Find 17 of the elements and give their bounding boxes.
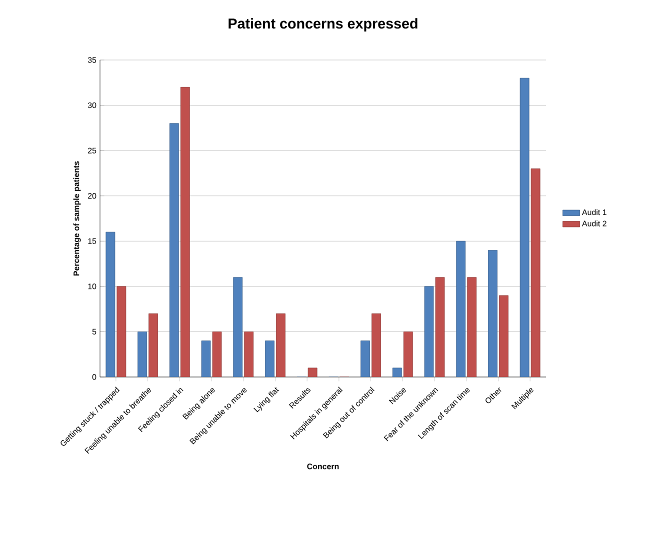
bar [360, 340, 370, 377]
bar [403, 332, 413, 377]
bar [169, 123, 179, 377]
bar [138, 332, 147, 377]
bar [265, 340, 274, 377]
bar [244, 332, 254, 377]
bar [276, 313, 286, 377]
bar [520, 78, 530, 377]
bar [233, 277, 243, 377]
bar [499, 295, 508, 377]
chart-title: Patient concerns expressed [228, 18, 418, 32]
bar [456, 240, 466, 377]
bar [467, 277, 477, 377]
bar [180, 86, 190, 377]
bar [148, 313, 158, 377]
bar [372, 313, 381, 377]
bar [488, 250, 498, 377]
